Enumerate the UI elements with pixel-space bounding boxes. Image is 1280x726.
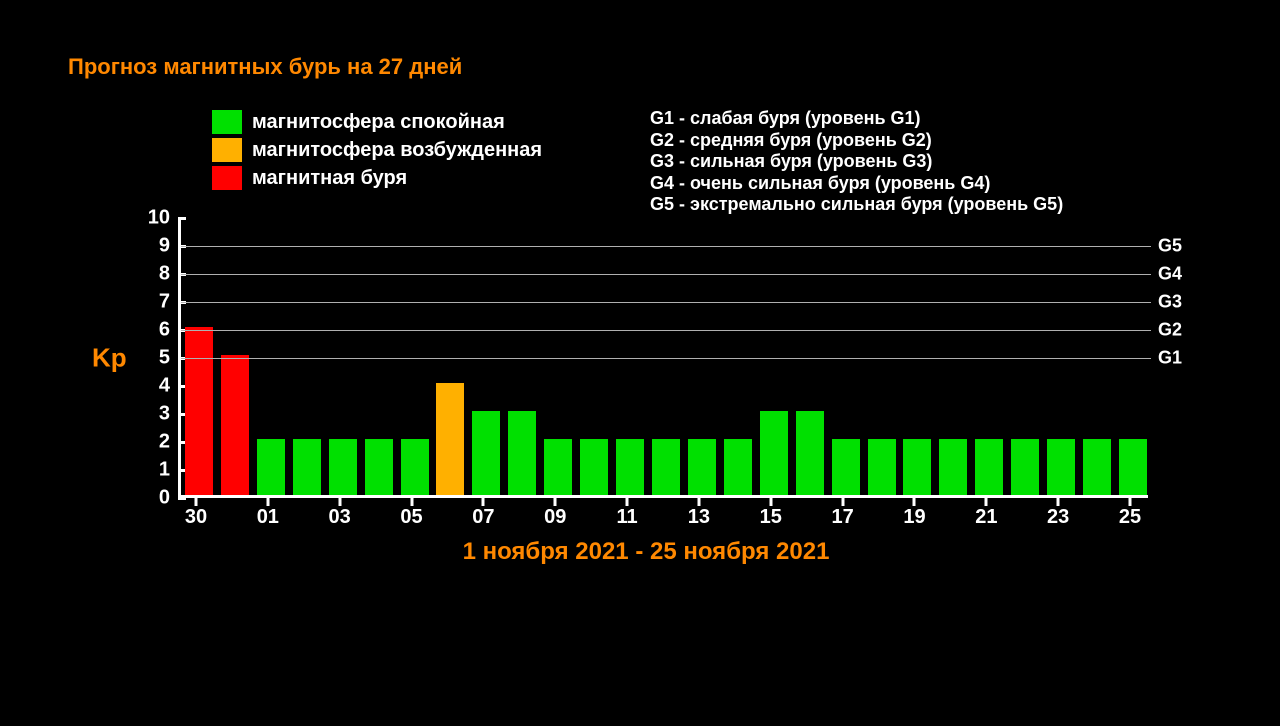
bar (688, 439, 716, 495)
bar (616, 439, 644, 495)
bar (975, 439, 1003, 495)
bar (903, 439, 931, 495)
page-title: Прогноз магнитных бурь на 27 дней (68, 54, 462, 80)
legend-label: магнитосфера возбужденная (252, 139, 542, 162)
bar (221, 355, 249, 495)
legend-color-row: магнитосфера спокойная (212, 110, 542, 134)
legend-swatch (212, 110, 242, 134)
xtick-mark (913, 498, 916, 506)
ytick-label: 4 (140, 375, 178, 398)
bar (544, 439, 572, 495)
legend-label: магнитная буря (252, 167, 407, 190)
right-tick-label: G1 (1152, 348, 1186, 369)
legend-swatch (212, 138, 242, 162)
gridline (181, 358, 1151, 359)
xtick-label: 01 (257, 506, 279, 529)
gridline (181, 330, 1151, 331)
ytick-label: 5 (140, 347, 178, 370)
xtick-mark (769, 498, 772, 506)
ytick-label: 2 (140, 431, 178, 454)
legend-swatch (212, 166, 242, 190)
bar (652, 439, 680, 495)
xtick-label: 19 (903, 506, 925, 529)
xtick-mark (338, 498, 341, 506)
legend-g-row: G5 - экстремально сильная буря (уровень … (650, 194, 1063, 216)
xaxis-label: 1 ноября 2021 - 25 ноября 2021 (140, 538, 1152, 566)
xtick-mark (410, 498, 413, 506)
xtick-label: 07 (472, 506, 494, 529)
right-tick-label: G2 (1152, 320, 1186, 341)
bar (832, 439, 860, 495)
kp-chart: Kp 012345678910 G1G2G3G4G5 3001030507091… (140, 218, 1152, 498)
legend-g-row: G4 - очень сильная буря (уровень G4) (650, 173, 1063, 195)
xtick-label: 17 (832, 506, 854, 529)
yaxis-label: Kp (92, 343, 127, 374)
xtick-label: 11 (616, 506, 637, 529)
legend-g-levels: G1 - слабая буря (уровень G1)G2 - средня… (650, 108, 1063, 216)
xtick-label: 30 (185, 506, 207, 529)
right-tick-label: G4 (1152, 264, 1186, 285)
ytick-label: 7 (140, 291, 178, 314)
xtick-label: 13 (688, 506, 710, 529)
ytick-label: 0 (140, 487, 178, 510)
xtick-mark (985, 498, 988, 506)
xtick-label: 15 (760, 506, 782, 529)
bar (329, 439, 357, 495)
xtick-label: 05 (400, 506, 422, 529)
ytick-label: 3 (140, 403, 178, 426)
ytick-label: 8 (140, 263, 178, 286)
bar (760, 411, 788, 495)
chart-plot-area: G1G2G3G4G5 (178, 218, 1148, 498)
xtick-mark (266, 498, 269, 506)
xtick-mark (1129, 498, 1132, 506)
xtick-mark (1057, 498, 1060, 506)
legend-g-row: G1 - слабая буря (уровень G1) (650, 108, 1063, 130)
bar (365, 439, 393, 495)
ytick-label: 10 (140, 207, 178, 230)
bar (796, 411, 824, 495)
xtick-label: 23 (1047, 506, 1069, 529)
legend-color-row: магнитосфера возбужденная (212, 138, 542, 162)
legend-g-row: G2 - средняя буря (уровень G2) (650, 130, 1063, 152)
xtick-label: 25 (1119, 506, 1141, 529)
xtick-mark (194, 498, 197, 506)
bar (257, 439, 285, 495)
bar (508, 411, 536, 495)
ytick-label: 6 (140, 319, 178, 342)
xtick-mark (554, 498, 557, 506)
gridline (181, 274, 1151, 275)
bar (1119, 439, 1147, 495)
gridline (181, 302, 1151, 303)
xtick-mark (626, 498, 629, 506)
right-tick-label: G5 (1152, 236, 1186, 257)
legend-color: магнитосфера спокойная магнитосфера возбу… (212, 110, 542, 194)
xtick-mark (482, 498, 485, 506)
xtick-mark (841, 498, 844, 506)
bar (868, 439, 896, 495)
legend-color-row: магнитная буря (212, 166, 542, 190)
bar (1047, 439, 1075, 495)
xtick-label: 09 (544, 506, 566, 529)
legend-g-row: G3 - сильная буря (уровень G3) (650, 151, 1063, 173)
legend-label: магнитосфера спокойная (252, 111, 505, 134)
right-tick-label: G3 (1152, 292, 1186, 313)
bar (185, 327, 213, 495)
bar (580, 439, 608, 495)
bar (939, 439, 967, 495)
xtick-mark (697, 498, 700, 506)
bar (293, 439, 321, 495)
gridline (181, 246, 1151, 247)
bars-group (181, 218, 1148, 495)
bar (472, 411, 500, 495)
xtick-label: 21 (975, 506, 997, 529)
bar (436, 383, 464, 495)
bar (1083, 439, 1111, 495)
ytick-label: 9 (140, 235, 178, 258)
xtick-label: 03 (329, 506, 351, 529)
ytick-label: 1 (140, 459, 178, 482)
bar (724, 439, 752, 495)
bar (401, 439, 429, 495)
bar (1011, 439, 1039, 495)
